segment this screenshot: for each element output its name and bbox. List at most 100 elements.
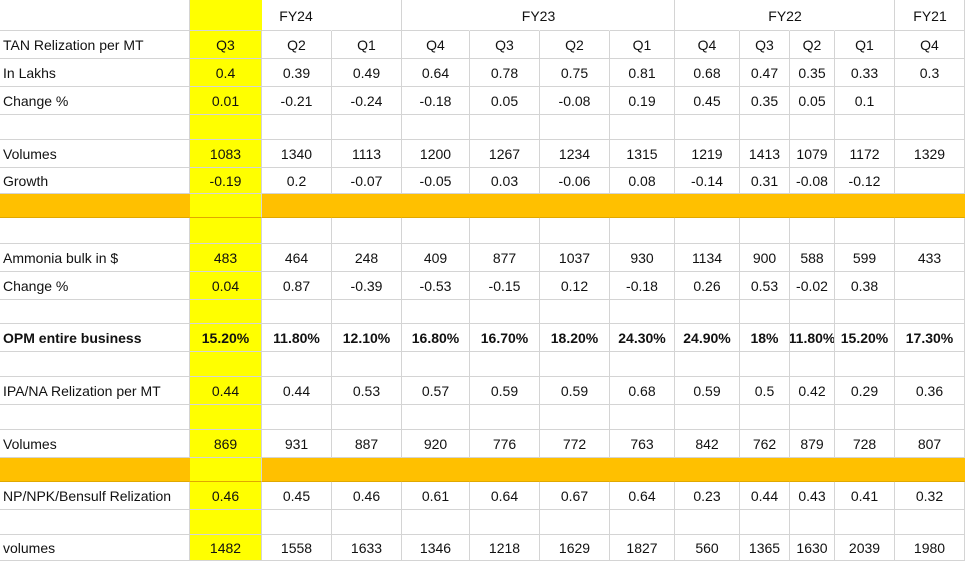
value-cell[interactable]: [262, 300, 332, 324]
quarter-header-cell[interactable]: Q3: [470, 31, 540, 59]
quarter-header-cell[interactable]: Q2: [262, 31, 332, 59]
value-cell[interactable]: [610, 218, 675, 244]
value-cell[interactable]: [610, 510, 675, 535]
value-cell[interactable]: -0.07: [332, 168, 402, 194]
value-cell[interactable]: 248: [332, 244, 402, 272]
value-cell[interactable]: [332, 458, 402, 482]
value-cell[interactable]: [540, 352, 610, 377]
value-cell[interactable]: [470, 218, 540, 244]
value-cell[interactable]: [190, 194, 262, 218]
value-cell[interactable]: [262, 405, 332, 430]
value-cell[interactable]: -0.14: [675, 168, 740, 194]
value-cell[interactable]: [190, 115, 262, 140]
value-cell[interactable]: 0.3: [895, 59, 965, 87]
value-cell[interactable]: [332, 300, 402, 324]
fiscal-year-header-cell[interactable]: [540, 0, 610, 31]
value-cell[interactable]: 1365: [740, 535, 790, 561]
value-cell[interactable]: 0.08: [610, 168, 675, 194]
value-cell[interactable]: 762: [740, 430, 790, 458]
value-cell[interactable]: 0.01: [190, 87, 262, 115]
row-label-cell[interactable]: Growth: [0, 168, 190, 194]
value-cell[interactable]: [332, 218, 402, 244]
value-cell[interactable]: 807: [895, 430, 965, 458]
value-cell[interactable]: 776: [470, 430, 540, 458]
value-cell[interactable]: 0.44: [262, 377, 332, 405]
value-cell[interactable]: 1633: [332, 535, 402, 561]
value-cell[interactable]: [540, 218, 610, 244]
value-cell[interactable]: [895, 458, 965, 482]
value-cell[interactable]: 1113: [332, 140, 402, 168]
value-cell[interactable]: [190, 218, 262, 244]
value-cell[interactable]: 1200: [402, 140, 470, 168]
row-label-cell[interactable]: TAN Relization per MT: [0, 31, 190, 59]
value-cell[interactable]: 930: [610, 244, 675, 272]
fiscal-year-header-cell[interactable]: [470, 0, 540, 31]
row-label-cell[interactable]: volumes: [0, 535, 190, 561]
value-cell[interactable]: [895, 218, 965, 244]
value-cell[interactable]: [790, 510, 835, 535]
value-cell[interactable]: 1172: [835, 140, 895, 168]
row-label-cell[interactable]: [0, 194, 190, 218]
value-cell[interactable]: 17.30%: [895, 324, 965, 352]
value-cell[interactable]: [895, 352, 965, 377]
value-cell[interactable]: -0.12: [835, 168, 895, 194]
value-cell[interactable]: [470, 458, 540, 482]
value-cell[interactable]: 0.64: [402, 59, 470, 87]
value-cell[interactable]: [470, 300, 540, 324]
value-cell[interactable]: [675, 352, 740, 377]
value-cell[interactable]: [262, 218, 332, 244]
value-cell[interactable]: 24.90%: [675, 324, 740, 352]
value-cell[interactable]: [740, 218, 790, 244]
value-cell[interactable]: 11.80%: [790, 324, 835, 352]
value-cell[interactable]: [402, 405, 470, 430]
value-cell[interactable]: [740, 300, 790, 324]
row-label-cell[interactable]: Ammonia bulk in $: [0, 244, 190, 272]
value-cell[interactable]: 11.80%: [262, 324, 332, 352]
row-label-cell[interactable]: [0, 300, 190, 324]
value-cell[interactable]: 1558: [262, 535, 332, 561]
value-cell[interactable]: 1315: [610, 140, 675, 168]
value-cell[interactable]: 0.2: [262, 168, 332, 194]
row-label-cell[interactable]: NP/NPK/Bensulf Relization: [0, 482, 190, 510]
fiscal-year-header-cell[interactable]: [332, 0, 402, 31]
value-cell[interactable]: 0.64: [470, 482, 540, 510]
value-cell[interactable]: 18.20%: [540, 324, 610, 352]
quarter-header-cell[interactable]: Q3: [740, 31, 790, 59]
value-cell[interactable]: [675, 458, 740, 482]
value-cell[interactable]: 0.61: [402, 482, 470, 510]
value-cell[interactable]: 0.59: [675, 377, 740, 405]
value-cell[interactable]: [402, 194, 470, 218]
value-cell[interactable]: 2039: [835, 535, 895, 561]
value-cell[interactable]: [675, 194, 740, 218]
value-cell[interactable]: -0.06: [540, 168, 610, 194]
value-cell[interactable]: 0.35: [790, 59, 835, 87]
value-cell[interactable]: 0.03: [470, 168, 540, 194]
value-cell[interactable]: 12.10%: [332, 324, 402, 352]
value-cell[interactable]: [895, 300, 965, 324]
fiscal-year-header-cell[interactable]: [0, 0, 190, 31]
value-cell[interactable]: [262, 194, 332, 218]
quarter-header-cell[interactable]: Q4: [675, 31, 740, 59]
value-cell[interactable]: [895, 168, 965, 194]
value-cell[interactable]: [540, 300, 610, 324]
value-cell[interactable]: 18%: [740, 324, 790, 352]
value-cell[interactable]: [895, 510, 965, 535]
value-cell[interactable]: 0.44: [190, 377, 262, 405]
value-cell[interactable]: 0.53: [740, 272, 790, 300]
value-cell[interactable]: 1083: [190, 140, 262, 168]
value-cell[interactable]: [610, 115, 675, 140]
value-cell[interactable]: [835, 218, 895, 244]
value-cell[interactable]: [835, 405, 895, 430]
value-cell[interactable]: [835, 300, 895, 324]
value-cell[interactable]: -0.24: [332, 87, 402, 115]
value-cell[interactable]: [402, 510, 470, 535]
value-cell[interactable]: [402, 115, 470, 140]
value-cell[interactable]: 0.26: [675, 272, 740, 300]
value-cell[interactable]: 920: [402, 430, 470, 458]
row-label-cell[interactable]: Change %: [0, 272, 190, 300]
row-label-cell[interactable]: Volumes: [0, 140, 190, 168]
value-cell[interactable]: -0.21: [262, 87, 332, 115]
value-cell[interactable]: [835, 352, 895, 377]
value-cell[interactable]: [790, 194, 835, 218]
value-cell[interactable]: 0.67: [540, 482, 610, 510]
